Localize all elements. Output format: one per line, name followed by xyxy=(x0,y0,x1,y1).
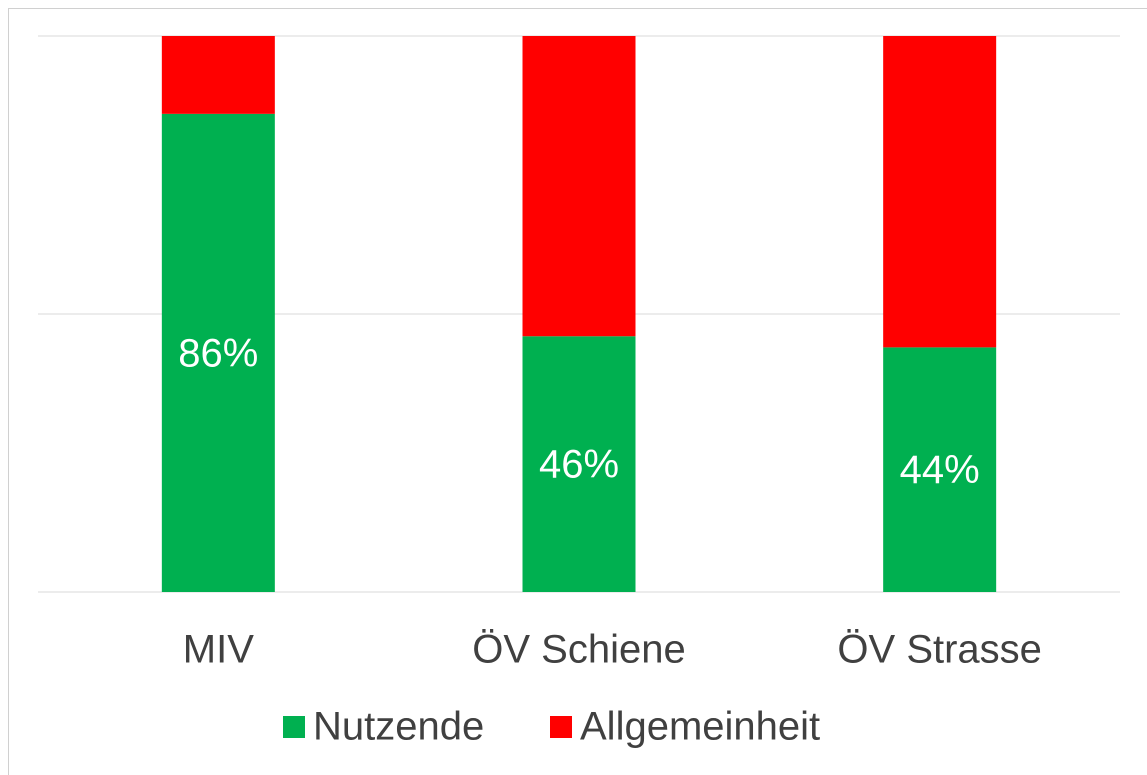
data-label: 44% xyxy=(900,448,980,492)
bar-segment xyxy=(161,36,275,114)
bar-segment xyxy=(883,347,997,592)
x-tick-label: ÖV Schiene xyxy=(472,628,685,672)
legend-label: Nutzende xyxy=(313,705,484,749)
legend-label: Allgemeinheit xyxy=(580,705,820,749)
x-tick-label: MIV xyxy=(183,628,254,672)
bar-segment xyxy=(522,336,636,592)
data-label: 46% xyxy=(539,443,619,487)
bar-segment xyxy=(522,36,636,337)
x-tick-label: ÖV Strasse xyxy=(837,628,1042,672)
data-label: 86% xyxy=(178,331,258,375)
bar-segment xyxy=(161,113,275,592)
bar-segment xyxy=(883,36,997,348)
legend-swatch xyxy=(550,716,572,738)
legend-swatch xyxy=(283,716,305,738)
